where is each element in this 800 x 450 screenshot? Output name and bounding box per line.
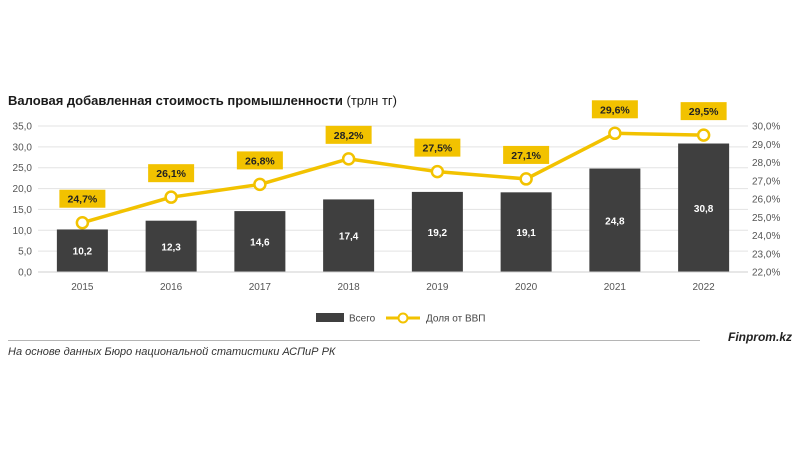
legend-line-marker	[397, 312, 409, 324]
y-left-tick-label: 0,0	[18, 268, 32, 279]
y-left-tick-label: 35,0	[13, 122, 33, 133]
line-label-box	[325, 125, 372, 144]
bar-value-label: 19,2	[428, 228, 448, 239]
line-point	[430, 164, 445, 179]
line-label-box	[414, 138, 461, 157]
line-label-box	[236, 151, 283, 170]
bar	[234, 211, 286, 272]
line-label-box	[680, 102, 727, 121]
y-left-tick-label: 5,0	[18, 247, 32, 258]
chart-title: Валовая добавленная стоимость промышленн…	[8, 93, 397, 108]
chart-title-main: Валовая добавленная стоимость промышленн…	[8, 93, 343, 108]
bar	[589, 168, 641, 272]
y-right-tick-label: 29,0%	[752, 140, 780, 151]
legend-bar-label: Всего	[349, 314, 376, 325]
bar	[56, 229, 108, 272]
line-point	[696, 128, 711, 142]
legend: Всего Доля от ВВП	[316, 312, 485, 325]
bar-value-label: 24,8	[605, 216, 625, 227]
chart-title-unit: (трлн тг)	[346, 93, 397, 108]
bar	[145, 220, 197, 272]
line-point	[608, 126, 622, 141]
x-tick-label: 2021	[604, 282, 627, 293]
y-right-tick-label: 27,0%	[752, 176, 780, 187]
line-point	[341, 152, 356, 166]
line-label-box	[148, 164, 195, 183]
line-point	[75, 215, 90, 230]
line-label-box	[503, 145, 550, 164]
y-left-tick-label: 15,0	[13, 205, 33, 216]
line-label-box	[59, 189, 106, 208]
bar-value-label: 19,1	[516, 228, 536, 239]
y-left-tick-label: 20,0	[13, 184, 33, 195]
brand-logo-text: Finprom.kz	[727, 330, 792, 344]
y-left-tick-label: 30,0	[13, 142, 33, 153]
line-value-label: 27,1%	[511, 150, 541, 162]
bar	[411, 191, 463, 272]
x-tick-label: 2016	[160, 282, 183, 293]
y-right-tick-label: 25,0%	[752, 213, 780, 224]
line-value-label: 29,6%	[600, 104, 630, 116]
y-right-tick-label: 23,0%	[752, 249, 780, 260]
line-value-label: 24,7%	[67, 194, 97, 206]
line-value-label: 26,8%	[245, 155, 275, 167]
y-right-tick-label: 30,0%	[752, 122, 780, 133]
legend-line-label: Доля от ВВП	[426, 314, 485, 325]
line-label-box	[591, 100, 638, 119]
bar-value-label: 10,2	[73, 247, 93, 258]
line-value-label: 28,2%	[334, 130, 364, 142]
bar-value-label: 17,4	[339, 232, 359, 243]
x-tick-label: 2019	[426, 282, 449, 293]
line-point	[253, 177, 267, 192]
x-tick-label: 2018	[338, 282, 361, 293]
line-value-label: 29,5%	[689, 106, 719, 118]
line-labels: 24,7% 26,1% 26,8% 28,2% 27,5% 27,1% 29,6% 29,5%	[59, 100, 727, 208]
line-value-label: 27,5%	[422, 143, 452, 155]
footer-divider	[8, 340, 700, 341]
bar-value-label: 30,8	[694, 204, 714, 215]
bar-series	[56, 143, 730, 272]
y-right-tick-label: 26,0%	[752, 195, 780, 206]
y-axis-right: 22,0% 23,0% 24,0% 25,0% 26,0% 27,0% 28,0% 29,0%…	[752, 122, 780, 279]
bar	[323, 199, 375, 272]
y-right-tick-label: 22,0%	[752, 268, 780, 279]
share-line	[81, 131, 704, 225]
bar-value-label: 12,3	[161, 242, 181, 253]
x-tick-label: 2022	[693, 282, 716, 293]
y-axis-left: 0,0 5,0 10,0 15,0 20,0 25,0 30,0 35,0	[13, 122, 33, 279]
legend-bar-swatch	[316, 313, 344, 322]
line-series	[75, 126, 711, 230]
bar-labels: 10,2 12,3 14,6 17,4 19,2 19,1 24,8 30,8	[73, 204, 714, 258]
x-axis: 2015 2016 2017 2018 2019 2020 2021 2022	[38, 271, 748, 293]
y-left-tick-label: 10,0	[13, 226, 33, 237]
source-note: На основе данных Бюро национальной стати…	[8, 346, 336, 358]
y-left-tick-label: 25,0	[13, 163, 33, 174]
bar	[678, 143, 730, 272]
line-value-label: 26,1%	[156, 168, 186, 180]
y-right-tick-label: 24,0%	[752, 231, 780, 242]
x-tick-label: 2017	[249, 282, 272, 293]
bar-value-label: 14,6	[250, 238, 270, 249]
x-tick-label: 2015	[71, 282, 94, 293]
bar	[500, 192, 552, 272]
gridlines	[38, 125, 748, 273]
line-point	[519, 172, 533, 186]
x-tick-label: 2020	[515, 282, 538, 293]
line-point	[164, 190, 178, 204]
y-right-tick-label: 28,0%	[752, 158, 780, 169]
